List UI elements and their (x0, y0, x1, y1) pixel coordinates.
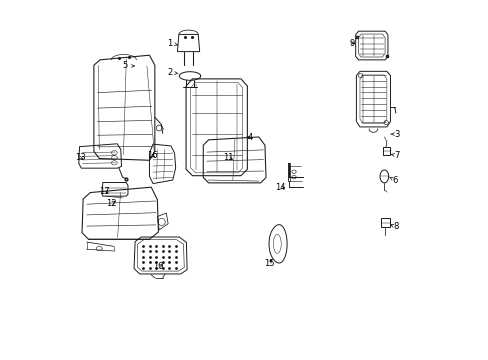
Text: 5: 5 (122, 62, 134, 71)
Text: 13: 13 (75, 153, 85, 162)
Text: 15: 15 (263, 259, 274, 268)
Text: 1: 1 (167, 39, 178, 48)
Text: 4: 4 (246, 133, 252, 142)
Text: 16: 16 (146, 151, 157, 160)
Text: 9: 9 (349, 39, 354, 48)
Text: 3: 3 (390, 130, 398, 139)
Text: 12: 12 (106, 199, 117, 208)
Text: 17: 17 (99, 187, 109, 196)
Text: 7: 7 (391, 151, 399, 160)
Text: 11: 11 (223, 153, 233, 162)
Text: 6: 6 (389, 176, 397, 185)
Text: 8: 8 (390, 222, 398, 231)
Text: 2: 2 (167, 68, 178, 77)
Text: 10: 10 (153, 262, 163, 271)
Text: 14: 14 (275, 183, 285, 192)
